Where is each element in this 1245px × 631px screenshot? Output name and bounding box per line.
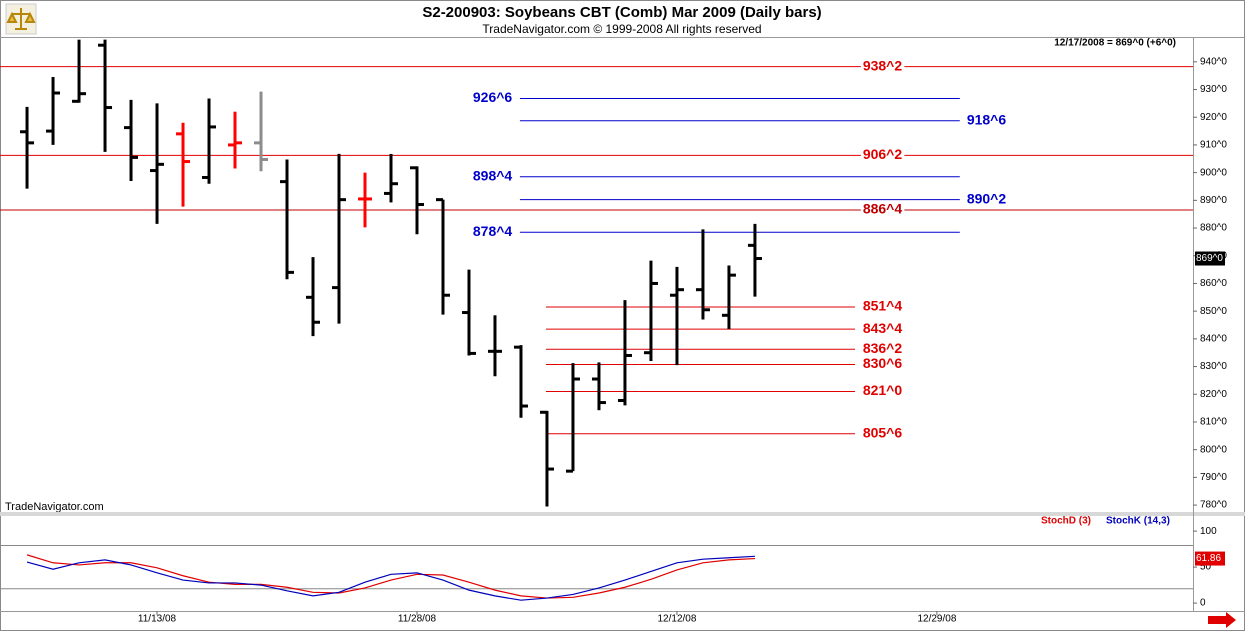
level-label-bg — [860, 341, 905, 358]
x-tick-label: 11/28/08 — [398, 614, 437, 625]
y-tick-label: 830^0 — [1200, 361, 1227, 372]
level-label-bg — [964, 191, 1009, 208]
level-label-bg — [860, 298, 905, 315]
level-label: 890^2 — [967, 190, 1007, 206]
info-line: 12/17/2008 = 869^0 (+6^0) — [1054, 38, 1176, 49]
x-tick-label: 12/29/08 — [917, 614, 956, 625]
level-label: 918^6 — [967, 111, 1007, 127]
level-label-bg — [860, 147, 905, 164]
legend-entry: StochK (14,3) — [1106, 516, 1170, 527]
level-label: 926^6 — [473, 89, 513, 105]
scroll-arrow[interactable] — [1208, 612, 1236, 628]
y-tick-label: 850^0 — [1200, 306, 1227, 317]
y-tick-label: 840^0 — [1200, 333, 1227, 344]
x-tick-label: 11/13/08 — [138, 614, 177, 625]
level-label: 830^6 — [863, 355, 903, 371]
y-tick-label: 0 — [1200, 598, 1206, 609]
y-tick-label: 940^0 — [1200, 56, 1227, 67]
level-label: 821^0 — [863, 382, 903, 398]
chart-subtitle: TradeNavigator.com © 1999-2008 All right… — [482, 22, 761, 36]
last-value-label: 61.86 — [1196, 553, 1221, 564]
level-label: 836^2 — [863, 340, 903, 356]
panel-divider — [0, 512, 1245, 516]
y-tick-label: 860^0 — [1200, 278, 1227, 289]
y-tick-label: 800^0 — [1200, 444, 1227, 455]
level-label-bg — [470, 90, 515, 107]
level-label-bg — [860, 356, 905, 373]
y-tick-label: 920^0 — [1200, 112, 1227, 123]
x-tick-label: 12/12/08 — [657, 614, 696, 625]
level-label-bg — [470, 168, 515, 185]
y-tick-label: 780^0 — [1200, 500, 1227, 511]
level-label: 886^4 — [863, 201, 903, 217]
y-tick-label: 880^0 — [1200, 223, 1227, 234]
y-tick-label: 790^0 — [1200, 472, 1227, 483]
stoch-line — [26, 555, 755, 601]
y-tick-label: 810^0 — [1200, 417, 1227, 428]
level-label: 843^4 — [863, 320, 903, 336]
logo — [5, 3, 37, 35]
legend-entry: StochD (3) — [1041, 516, 1091, 527]
level-label: 851^4 — [863, 298, 903, 314]
last-value-label: 869^0 — [1196, 253, 1223, 264]
level-label-bg — [860, 425, 905, 442]
level-label-bg — [860, 383, 905, 400]
level-label: 906^2 — [863, 146, 903, 162]
y-tick-label: 50 — [1200, 562, 1212, 573]
watermark: TradeNavigator.com — [5, 501, 104, 513]
y-tick-label: 100 — [1200, 526, 1217, 537]
level-label-bg — [470, 224, 515, 241]
y-tick-label: 820^0 — [1200, 389, 1227, 400]
level-label: 938^2 — [863, 57, 903, 73]
level-label: 805^6 — [863, 424, 903, 440]
y-tick-label: 890^0 — [1200, 195, 1227, 206]
level-label-bg — [860, 58, 905, 75]
y-tick-label: 910^0 — [1200, 140, 1227, 151]
level-label: 878^4 — [473, 223, 513, 239]
stoch-line — [26, 554, 755, 599]
level-label-bg — [860, 321, 905, 338]
y-tick-label: 900^0 — [1200, 167, 1227, 178]
last-value-box — [1195, 551, 1225, 566]
chart-title: S2-200903: Soybeans CBT (Comb) Mar 2009 … — [422, 4, 821, 21]
level-label-bg — [964, 112, 1009, 129]
y-tick-label: 930^0 — [1200, 84, 1227, 95]
last-value-box — [1195, 251, 1225, 266]
level-label-bg — [860, 202, 905, 219]
level-label: 898^4 — [473, 167, 513, 183]
